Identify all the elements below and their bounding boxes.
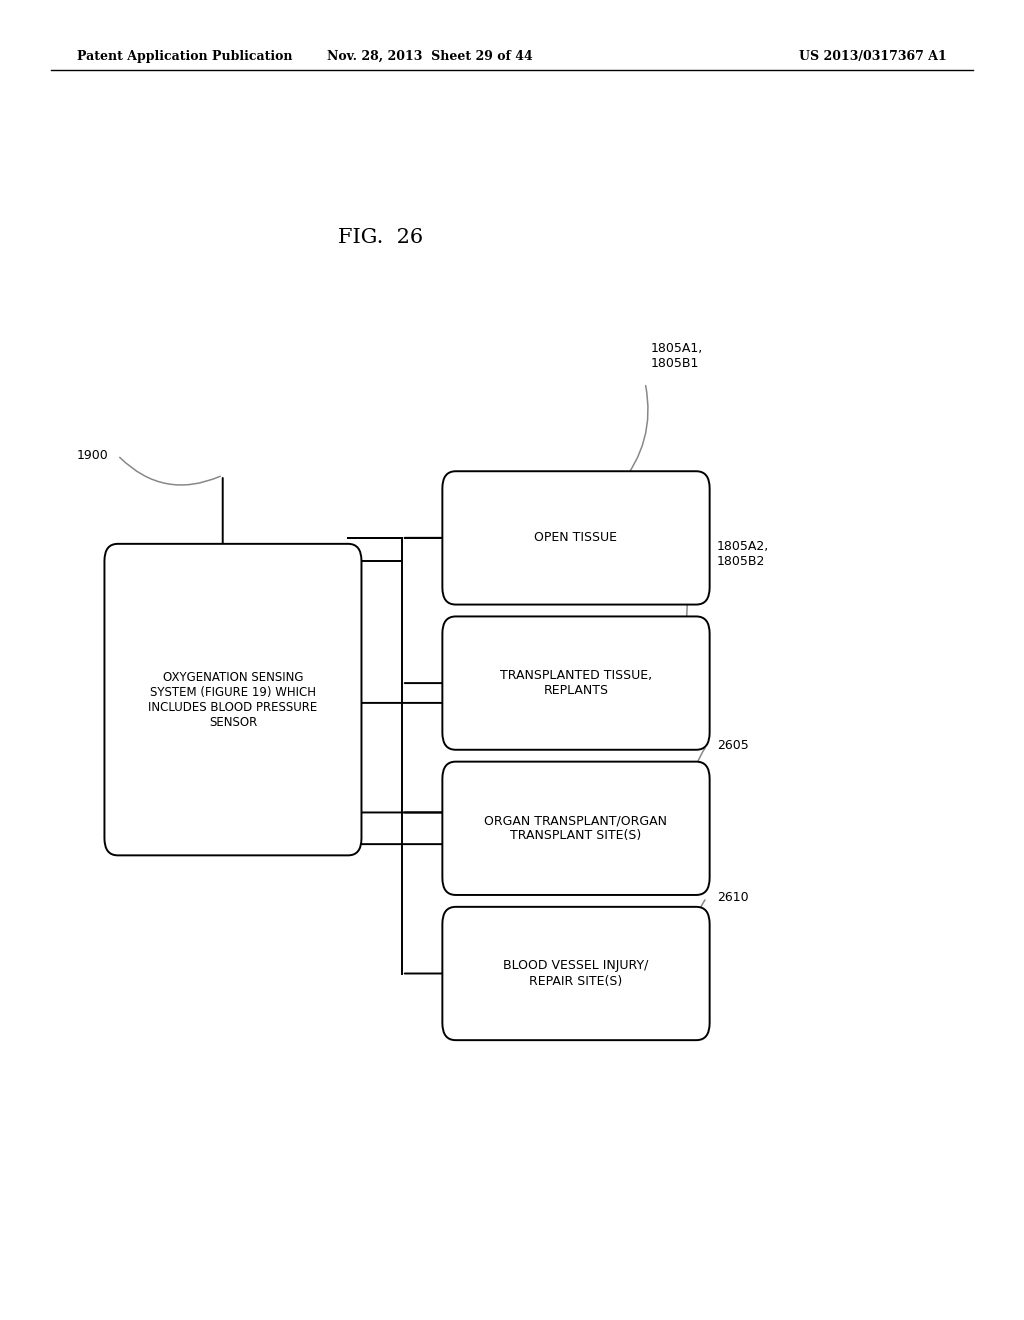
Text: 2610: 2610 xyxy=(717,891,749,904)
FancyBboxPatch shape xyxy=(442,616,710,750)
FancyBboxPatch shape xyxy=(442,762,710,895)
FancyBboxPatch shape xyxy=(442,471,710,605)
Text: OPEN TISSUE: OPEN TISSUE xyxy=(535,532,617,544)
FancyBboxPatch shape xyxy=(104,544,361,855)
Text: TRANSPLANTED TISSUE,
REPLANTS: TRANSPLANTED TISSUE, REPLANTS xyxy=(500,669,652,697)
Text: Nov. 28, 2013  Sheet 29 of 44: Nov. 28, 2013 Sheet 29 of 44 xyxy=(328,50,532,63)
Text: BLOOD VESSEL INJURY/
REPAIR SITE(S): BLOOD VESSEL INJURY/ REPAIR SITE(S) xyxy=(504,960,648,987)
Text: US 2013/0317367 A1: US 2013/0317367 A1 xyxy=(800,50,947,63)
Text: OXYGENATION SENSING
SYSTEM (FIGURE 19) WHICH
INCLUDES BLOOD PRESSURE
SENSOR: OXYGENATION SENSING SYSTEM (FIGURE 19) W… xyxy=(148,671,317,729)
Text: 1805A1,
1805B1: 1805A1, 1805B1 xyxy=(650,342,702,370)
FancyBboxPatch shape xyxy=(442,907,710,1040)
Text: FIG.  26: FIG. 26 xyxy=(338,228,423,247)
Text: 1805A2,
1805B2: 1805A2, 1805B2 xyxy=(717,540,769,569)
Text: ORGAN TRANSPLANT/ORGAN
TRANSPLANT SITE(S): ORGAN TRANSPLANT/ORGAN TRANSPLANT SITE(S… xyxy=(484,814,668,842)
Text: 1900: 1900 xyxy=(77,449,109,462)
Text: Patent Application Publication: Patent Application Publication xyxy=(77,50,292,63)
Text: 2605: 2605 xyxy=(717,739,749,752)
